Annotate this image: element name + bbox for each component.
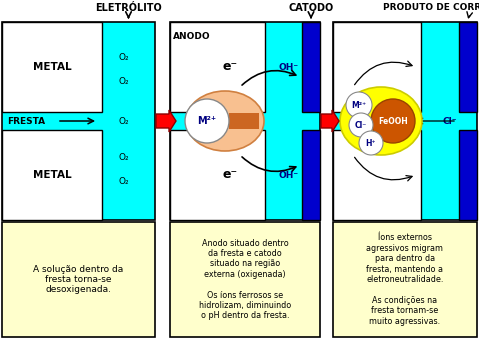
Bar [229,113,259,129]
Text: FRESTA: FRESTA [7,117,45,125]
Text: e⁻: e⁻ [222,169,238,182]
Bar [333,222,477,337]
Text: METAL: METAL [33,62,71,72]
Text: A solução dentro da
fresta torna-se
desoxigenada.: A solução dentro da fresta torna-se deso… [34,265,124,294]
Bar [459,22,477,112]
Bar [2,130,102,220]
Text: PRODUTO DE CORROSÃO: PRODUTO DE CORROSÃO [383,3,479,12]
Bar [459,130,477,220]
Circle shape [371,99,415,143]
Text: Íons externos
agressivos migram
para dentro da
fresta, mantendo a
eletroneutrali: Íons externos agressivos migram para den… [366,233,444,326]
Ellipse shape [340,87,422,155]
Bar [170,22,320,220]
Text: OH⁻: OH⁻ [279,63,299,71]
Circle shape [346,92,372,118]
Bar [170,130,265,220]
Bar [2,22,155,220]
Text: CATODO: CATODO [288,3,334,13]
Bar [302,130,320,220]
Text: FeOOH: FeOOH [378,117,408,125]
Text: O₂: O₂ [119,52,129,62]
Circle shape [349,113,373,137]
Circle shape [185,99,229,143]
Bar [333,22,421,112]
Bar [170,22,265,112]
Bar [302,22,320,112]
Text: METAL: METAL [33,170,71,180]
Text: OH⁻: OH⁻ [279,170,299,180]
Text: O₂: O₂ [119,78,129,86]
Text: ELETRÓLITO: ELETRÓLITO [95,3,162,13]
Text: O₂: O₂ [119,177,129,187]
Text: Cl⁻: Cl⁻ [355,120,367,130]
FancyArrow shape [156,110,176,132]
Bar [333,22,477,220]
Ellipse shape [186,91,264,151]
Bar [170,222,320,337]
Text: H⁺: H⁺ [366,138,376,148]
Text: ANODO: ANODO [173,32,211,41]
Text: O₂: O₂ [119,117,129,125]
Text: Anodo situado dentro
da fresta e catodo
situado na região
externa (oxigenada)

O: Anodo situado dentro da fresta e catodo … [199,239,291,320]
Text: M²⁺: M²⁺ [197,116,217,126]
Text: M²⁺: M²⁺ [352,101,366,109]
Circle shape [359,131,383,155]
Bar [2,22,102,112]
Text: e⁻: e⁻ [222,61,238,73]
Bar [333,130,421,220]
Text: O₂: O₂ [119,153,129,163]
Bar [2,222,155,337]
FancyArrow shape [321,110,339,132]
Text: Cl⁻: Cl⁻ [443,117,457,125]
